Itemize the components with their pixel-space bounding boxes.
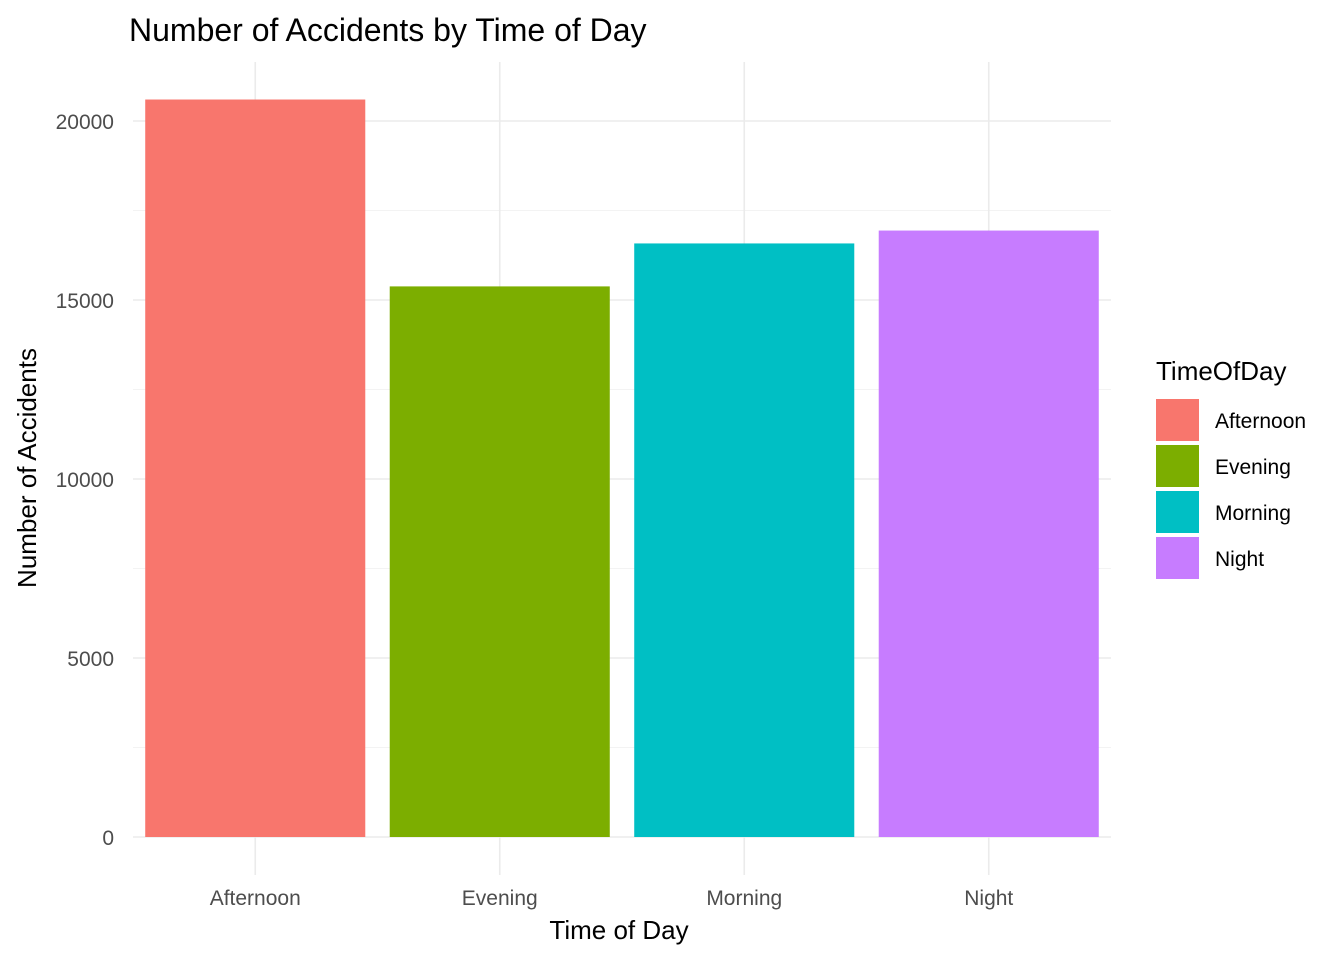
x-tick-label: Evening — [462, 887, 538, 910]
bar-night — [878, 230, 1099, 838]
bar-evening — [389, 286, 610, 837]
y-tick-label: 15000 — [56, 290, 114, 313]
y-tick-label: 5000 — [67, 648, 114, 671]
y-axis-ticks: 0 5000 10000 15000 20000 — [56, 111, 114, 850]
legend-title: TimeOfDay — [1156, 356, 1287, 386]
y-tick-label: 10000 — [56, 469, 114, 492]
x-tick-label: Night — [964, 887, 1013, 910]
bars — [145, 99, 1099, 838]
bar-morning — [634, 243, 855, 837]
legend-key-night — [1156, 537, 1199, 579]
chart-title: Number of Accidents by Time of Day — [129, 12, 647, 48]
x-axis-title: Time of Day — [549, 915, 688, 945]
legend-label: Afternoon — [1215, 410, 1306, 433]
legend-key-afternoon — [1156, 399, 1199, 441]
x-tick-label: Morning — [706, 887, 782, 910]
legend-label: Morning — [1215, 502, 1291, 525]
x-axis-ticks: Afternoon Evening Morning Night — [210, 887, 1014, 910]
legend-key-morning — [1156, 491, 1199, 533]
y-tick-label: 0 — [102, 827, 114, 850]
legend-label: Evening — [1215, 456, 1291, 479]
x-tick-label: Afternoon — [210, 887, 301, 910]
bar-afternoon — [145, 99, 366, 837]
y-tick-label: 20000 — [56, 111, 114, 134]
legend: TimeOfDay Afternoon Evening Morning Night — [1156, 356, 1306, 579]
legend-key-evening — [1156, 445, 1199, 487]
legend-label: Night — [1215, 548, 1264, 571]
y-axis-title: Number of Accidents — [12, 348, 42, 588]
